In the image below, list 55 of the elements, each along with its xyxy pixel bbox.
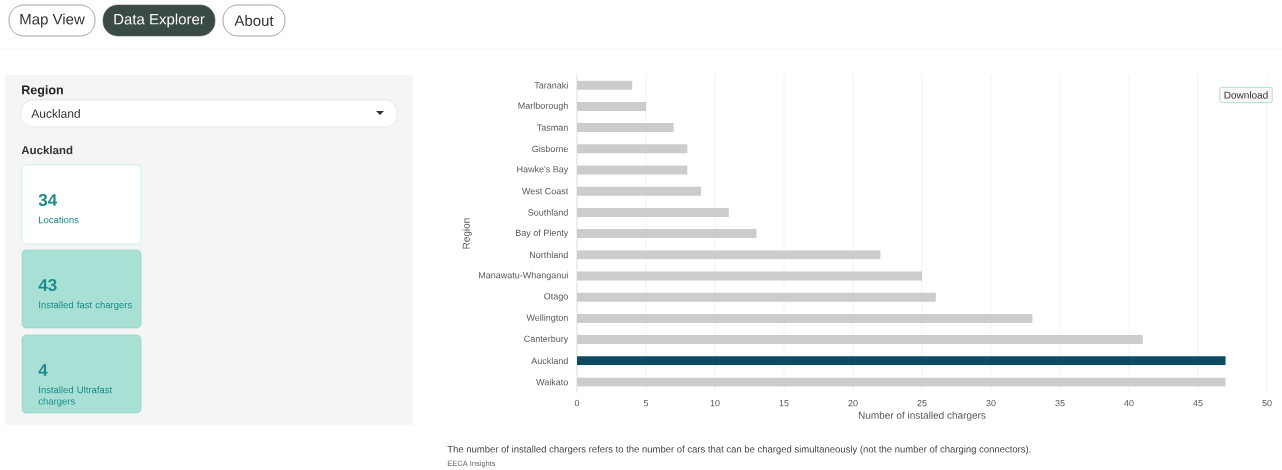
bar (577, 356, 1226, 366)
y-tick-label: Auckland (531, 357, 568, 365)
text: Data Explorer (114, 13, 205, 28)
x-tick-label: 25 (917, 399, 927, 407)
y-tick-label: Waikato (536, 378, 568, 386)
y-tick-label: Manawatu-Whanganui (478, 271, 568, 281)
x-tick-label: 15 (779, 399, 789, 407)
text: Region (22, 85, 63, 97)
y-tick-label: Otago (544, 293, 568, 302)
text: 4 (38, 364, 48, 376)
y-tick-label: Marlborough (518, 102, 568, 111)
text: Map View (20, 13, 85, 28)
bar (577, 165, 688, 175)
y-tick-label: Tasman (536, 124, 568, 131)
text: 34 (38, 193, 58, 207)
x-tick-label: 30 (986, 399, 996, 407)
text: Locations (39, 216, 79, 224)
x-tick-label: 50 (1262, 399, 1272, 407)
y-tick-label: Northland (530, 251, 568, 259)
y-tick-label: Gisborne (532, 145, 568, 153)
x-tick-label: 5 (643, 399, 649, 407)
y-tick-label: Southland (528, 209, 568, 216)
x-tick-label: 20 (848, 399, 858, 407)
text: Auckland (31, 109, 80, 118)
y-tick-label: Taranaki (534, 81, 568, 89)
bar (577, 313, 1033, 323)
y-tick-label: Canterbury (524, 335, 569, 344)
x-tick-label: 0 (574, 399, 580, 407)
x-tick-label: 40 (1124, 399, 1134, 407)
bar (577, 186, 702, 196)
y-axis-title: Region (462, 218, 472, 249)
bar (577, 101, 647, 111)
x-tick-label: 10 (710, 399, 720, 407)
y-tick-label: Wellington (526, 314, 568, 323)
bar (577, 229, 757, 239)
bar (577, 292, 936, 302)
bar (577, 335, 1143, 345)
x-tick-label: 45 (1193, 399, 1203, 407)
text: About (234, 14, 274, 26)
x-tick-label: 35 (1055, 399, 1065, 407)
y-tick-label: Hawke's Bay (517, 165, 569, 175)
bar (577, 123, 674, 133)
y-tick-label: West Coast (521, 188, 569, 195)
bar (577, 80, 633, 90)
text: 43 (38, 278, 57, 292)
text: The number of installed chargers refers to the number of cars that can be charged simultaneously (not the number of charging connectors). (447, 445, 1031, 455)
annotation: Download (1224, 91, 1268, 99)
bar (577, 144, 688, 154)
y-tick-label: Bay of Plenty (516, 229, 569, 238)
bar (577, 271, 922, 281)
text: Installed fast chargers (39, 301, 132, 311)
text: Auckland (21, 145, 73, 155)
text: Installed Ultrafast chargers (38, 386, 113, 407)
x-axis-title: Number of installed chargers (858, 411, 986, 421)
bar (577, 207, 729, 217)
